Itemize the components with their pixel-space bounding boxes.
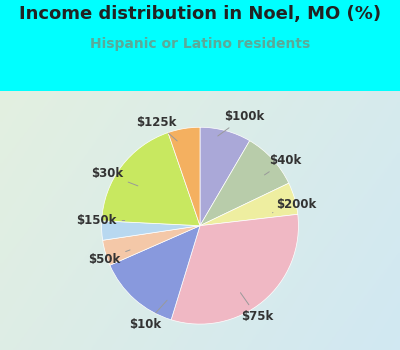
Wedge shape xyxy=(102,221,200,240)
Text: $30k: $30k xyxy=(91,167,138,186)
Text: $100k: $100k xyxy=(218,110,264,136)
Wedge shape xyxy=(171,214,298,324)
Wedge shape xyxy=(200,183,298,226)
Text: $75k: $75k xyxy=(240,293,273,323)
Wedge shape xyxy=(200,141,289,226)
Wedge shape xyxy=(110,226,200,320)
Text: Income distribution in Noel, MO (%): Income distribution in Noel, MO (%) xyxy=(19,5,381,23)
Wedge shape xyxy=(200,127,250,226)
Text: $200k: $200k xyxy=(272,198,316,213)
Wedge shape xyxy=(103,226,200,265)
Text: Hispanic or Latino residents: Hispanic or Latino residents xyxy=(90,37,310,51)
Text: $150k: $150k xyxy=(76,214,125,227)
Text: $10k: $10k xyxy=(130,300,167,331)
Text: $125k: $125k xyxy=(136,116,177,141)
Text: $40k: $40k xyxy=(264,154,302,175)
Wedge shape xyxy=(168,127,200,226)
Wedge shape xyxy=(102,133,200,226)
Text: $50k: $50k xyxy=(88,250,130,266)
